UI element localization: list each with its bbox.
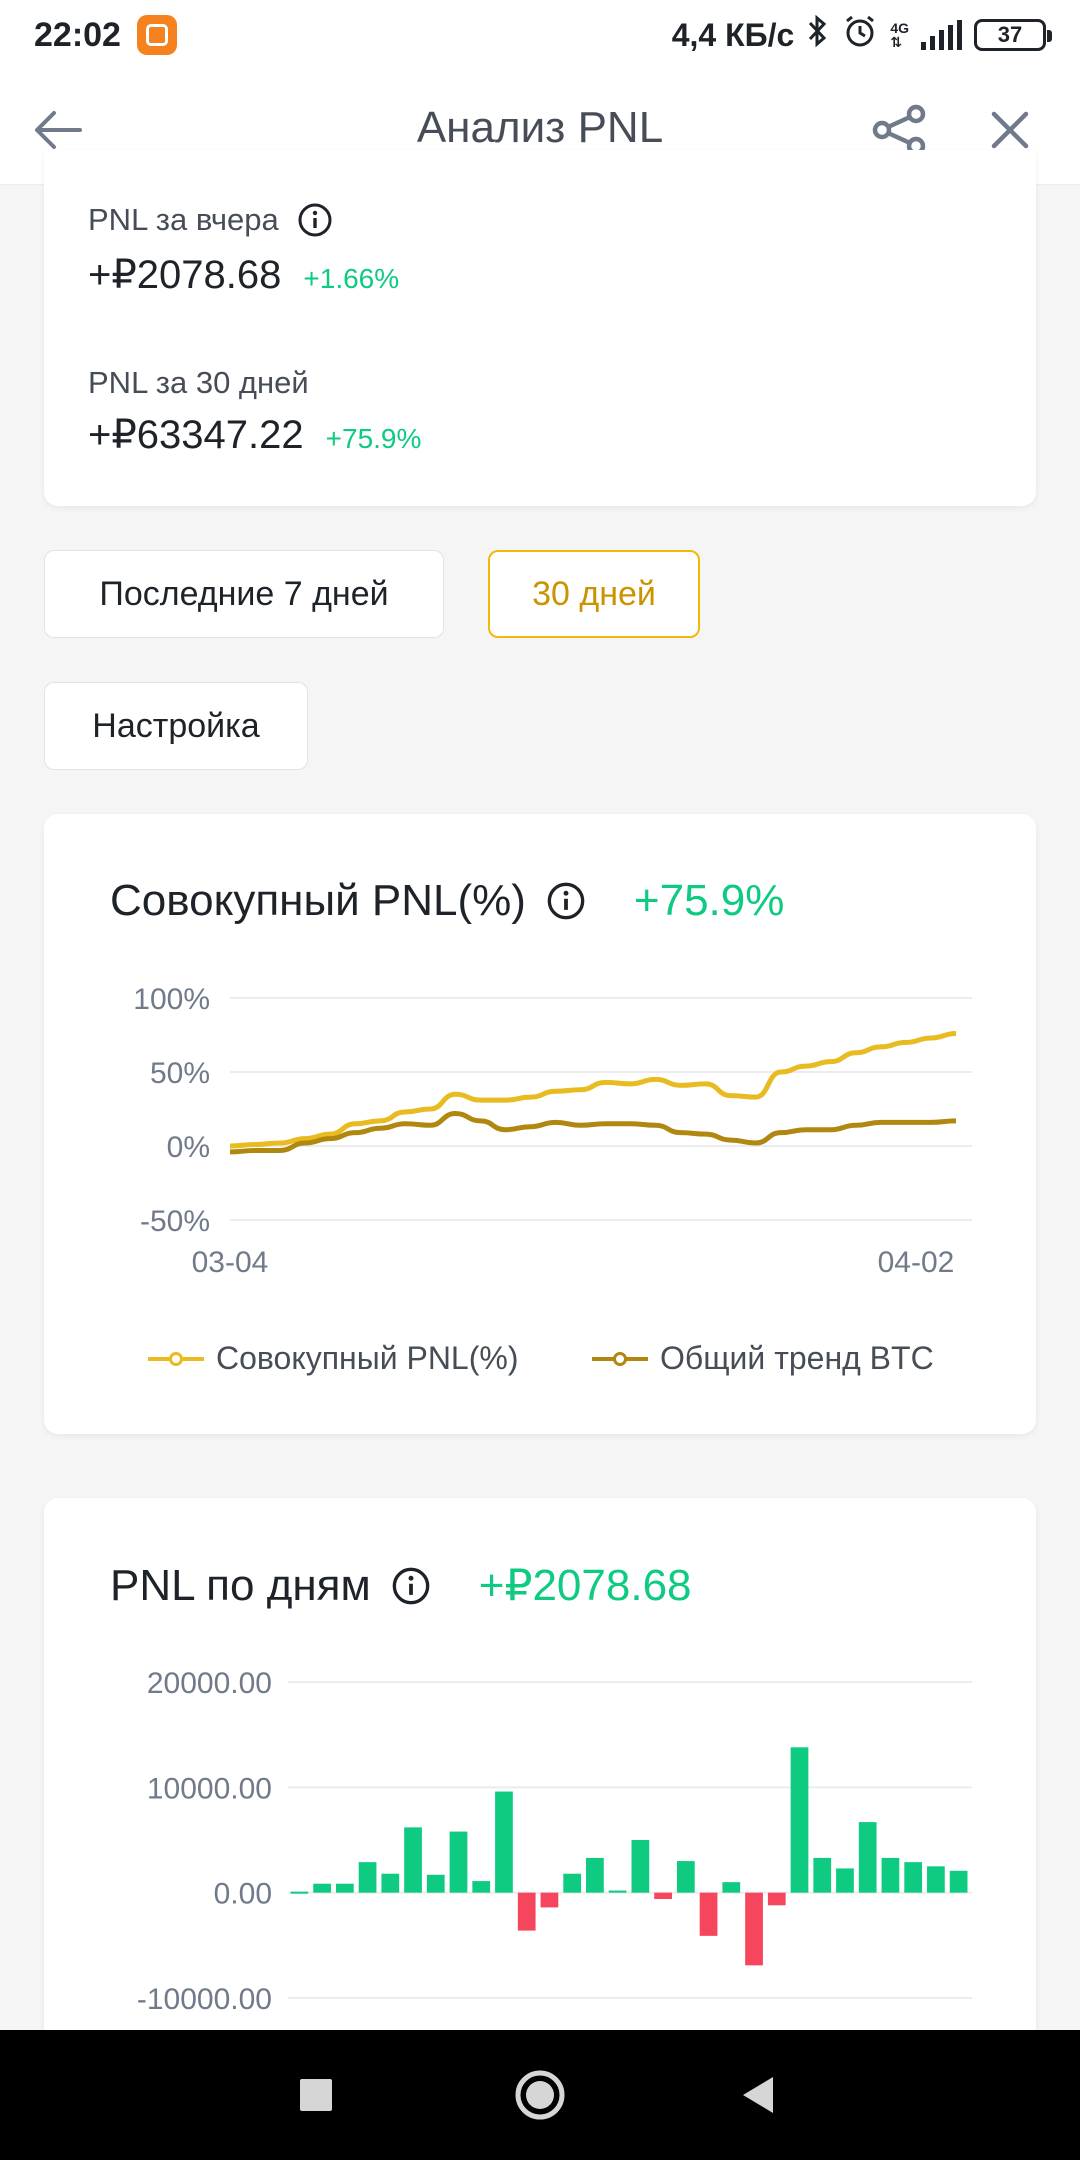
bluetooth-icon (806, 14, 830, 56)
series-line-btc (229, 1110, 957, 1155)
daily-pnl-bar[interactable] (927, 1866, 945, 1893)
signal-icon (921, 20, 962, 50)
settings-button[interactable]: Настройка (44, 682, 308, 770)
recent-apps-icon[interactable] (281, 2060, 351, 2130)
daily-pnl-bar[interactable] (358, 1862, 377, 1893)
y-tick-label: 50% (150, 1057, 210, 1090)
cumulative-pnl-value: +75.9% (633, 876, 785, 925)
home-icon[interactable] (505, 2060, 575, 2130)
daily-pnl-bar[interactable] (813, 1857, 832, 1893)
daily-pnl-chart: 20000.00 10000.00 0.00 -10000.00 (137, 1667, 972, 2016)
last-7-days-button[interactable]: Последние 7 дней (44, 550, 444, 638)
info-icon[interactable] (546, 881, 586, 921)
y-tick-label: 0% (167, 1131, 210, 1164)
x-tick-label: 03-04 (192, 1246, 269, 1279)
daily-pnl-bar[interactable] (335, 1883, 354, 1893)
daily-pnl-bar[interactable] (631, 1840, 650, 1893)
y-tick-label: 100% (133, 983, 210, 1016)
back-arrow-icon[interactable] (30, 100, 90, 160)
daily-pnl-bar[interactable] (881, 1857, 900, 1893)
daily-pnl-bar[interactable] (676, 1861, 695, 1893)
y-tick-label: 10000.00 (147, 1772, 272, 1805)
daily-pnl-bar[interactable] (586, 1857, 604, 1893)
daily-pnl-bar[interactable] (517, 1892, 536, 1931)
yesterday-pnl-percent: +1.66% (303, 263, 400, 294)
legend-label-cumulative: Совокупный PNL(%) (216, 1340, 519, 1376)
daily-pnl-bar[interactable] (790, 1747, 809, 1893)
info-icon[interactable] (391, 1566, 431, 1606)
cumulative-pnl-header: Совокупный PNL(%) +75.9% (110, 876, 784, 926)
yesterday-pnl-value-row: +₽2078.68 +1.66% (88, 252, 399, 298)
daily-pnl-bar[interactable] (745, 1892, 763, 1966)
daily-pnl-bar[interactable] (858, 1822, 877, 1893)
x-tick-label: 04-02 (878, 1246, 955, 1279)
daily-pnl-bar[interactable] (767, 1892, 786, 1906)
y-tick-label: 0.00 (214, 1878, 272, 1911)
month-pnl-label: PNL за 30 дней (88, 365, 309, 400)
status-right-group: 4,4 КБ/с 4G ⇅ 37 (671, 13, 1052, 57)
close-icon[interactable] (980, 100, 1040, 160)
legend-item-btc[interactable]: Общий тренд BTC (592, 1340, 934, 1377)
month-pnl-value-row: +₽63347.22 +75.9% (88, 412, 421, 458)
daily-pnl-bar[interactable] (381, 1873, 400, 1893)
daily-pnl-bar[interactable] (608, 1890, 627, 1893)
daily-pnl-bar[interactable] (313, 1883, 331, 1893)
status-bar: 22:02 4,4 КБ/с 4G ⇅ 37 (0, 0, 1080, 70)
cumulative-pnl-title: Совокупный PNL(%) (110, 876, 526, 925)
daily-pnl-card: PNL по дням +₽2078.68 20000.00 10000.00 0.… (44, 1498, 1036, 2058)
network-speed: 4,4 КБ/с (671, 16, 795, 53)
daily-pnl-bar[interactable] (722, 1882, 741, 1893)
daily-pnl-bar[interactable] (949, 1870, 968, 1893)
month-pnl-value: +₽63347.22 (88, 413, 304, 457)
month-pnl-percent: +75.9% (325, 423, 422, 454)
cumulative-pnl-card: Совокупный PNL(%) +75.9% 100% 50% 0% -50% 03… (44, 814, 1036, 1434)
daily-pnl-bar[interactable] (290, 1891, 309, 1894)
yesterday-pnl-label: PNL за вчера (88, 202, 333, 238)
daily-pnl-bar[interactable] (495, 1791, 513, 1893)
daily-pnl-bar[interactable] (654, 1892, 672, 1899)
series-line-cumulative (229, 1031, 957, 1149)
legend-label-btc: Общий тренд BTC (660, 1340, 934, 1376)
y-tick-label: 20000.00 (147, 1667, 272, 1700)
daily-pnl-value: +₽2078.68 (478, 1561, 692, 1610)
battery-icon: 37 (974, 19, 1052, 51)
pnl-summary-card: PNL за вчера +₽2078.68 +1.66% PNL за 30 … (44, 150, 1036, 506)
daily-pnl-bar[interactable] (904, 1862, 923, 1893)
daily-pnl-bar[interactable] (563, 1873, 582, 1893)
info-icon[interactable] (297, 202, 333, 238)
back-nav-icon[interactable] (725, 2060, 795, 2130)
cumulative-pnl-chart: 100% 50% 0% -50% 03-04 04-02 (133, 983, 972, 1279)
daily-pnl-title: PNL по дням (110, 1560, 371, 1610)
daily-pnl-bar[interactable] (426, 1874, 445, 1893)
network-type: 4G ⇅ (890, 20, 909, 50)
y-tick-label: -10000.00 (137, 1983, 272, 2016)
daily-pnl-bar[interactable] (404, 1827, 422, 1893)
page-title: Анализ PNL (416, 103, 664, 152)
legend-marker-cumulative (148, 1351, 204, 1366)
status-time: 22:02 (34, 15, 121, 54)
legend-item-cumulative[interactable]: Совокупный PNL(%) (148, 1340, 518, 1377)
mi-app-icon (136, 15, 177, 55)
30-days-button[interactable]: 30 дней (488, 550, 700, 638)
daily-pnl-bar[interactable] (836, 1868, 854, 1893)
daily-pnl-bar[interactable] (699, 1892, 718, 1936)
daily-pnl-bar[interactable] (449, 1831, 468, 1893)
yesterday-pnl-value: +₽2078.68 (88, 253, 282, 297)
legend-marker-btc (592, 1351, 648, 1366)
alarm-icon (842, 13, 878, 57)
y-tick-label: -50% (140, 1205, 210, 1238)
daily-pnl-bar[interactable] (472, 1881, 491, 1893)
daily-pnl-header: PNL по дням +₽2078.68 (110, 1560, 692, 1611)
system-nav-bar (0, 2030, 1080, 2160)
daily-pnl-bar[interactable] (540, 1892, 559, 1908)
